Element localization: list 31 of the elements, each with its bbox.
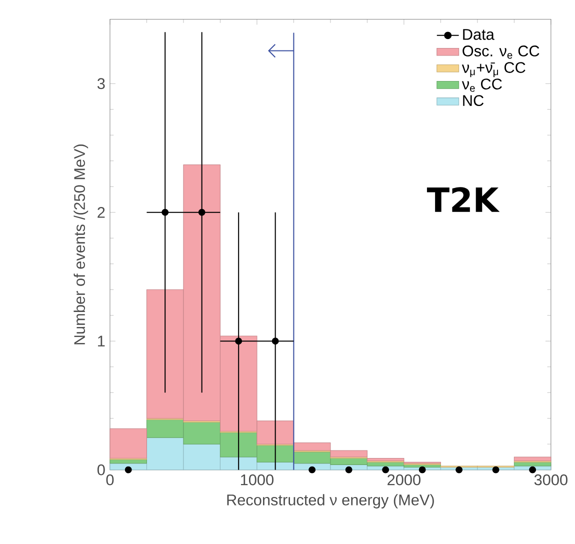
x-tick-label: 1000 xyxy=(240,474,274,486)
point xyxy=(492,466,500,474)
x-axis-title: Reconstructed ν energy (MeV) xyxy=(227,494,434,508)
legend-label: Data xyxy=(463,29,494,40)
legend-label: ν$_{μ}$+ν̄$_{μ}$ CC xyxy=(462,62,526,78)
point xyxy=(124,466,132,474)
legend-label: Osc. ν$_{e}$ CC xyxy=(462,46,540,59)
y-tick-label: 0 xyxy=(97,464,105,476)
x-tick-label: 0 xyxy=(106,474,114,486)
y-tick-label: 2 xyxy=(98,207,105,218)
point xyxy=(162,208,169,216)
x-tick-label: 2000 xyxy=(388,474,420,486)
bar xyxy=(514,456,552,462)
y-tick-label: 3 xyxy=(97,78,105,90)
legend-label: ν$_{e}$ CC xyxy=(462,78,502,92)
point xyxy=(198,208,206,216)
point xyxy=(456,466,463,474)
point xyxy=(418,466,426,474)
point xyxy=(382,466,390,474)
bar xyxy=(514,462,552,466)
point xyxy=(308,466,316,474)
point xyxy=(529,466,536,474)
bar xyxy=(110,428,147,459)
point xyxy=(272,338,279,345)
annotation: T2K xyxy=(426,187,500,212)
x-tick-label: 3000 xyxy=(534,474,568,486)
point xyxy=(235,338,242,345)
y-tick-label: 1 xyxy=(98,336,105,346)
legend-label: NC xyxy=(463,95,484,106)
point xyxy=(345,466,352,474)
y-axis-title: Number of events /(250 MeV) xyxy=(74,144,88,344)
